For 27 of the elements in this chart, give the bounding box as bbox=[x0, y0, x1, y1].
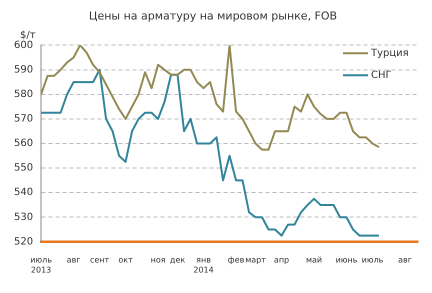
legend-label: Турция bbox=[370, 48, 409, 59]
y-tick-label: 520 bbox=[14, 236, 34, 248]
x-tick-label: окт bbox=[118, 256, 134, 265]
x-tick-label: май bbox=[306, 256, 322, 265]
y-tick-label: 530 bbox=[14, 212, 34, 223]
x-tick-label: янв 2014 bbox=[193, 256, 214, 274]
x-tick-label: дек bbox=[170, 256, 186, 265]
y-tick-label: 600 bbox=[14, 40, 34, 51]
y-axis-title: $/т bbox=[20, 30, 36, 41]
x-tick-label: июнь bbox=[336, 256, 358, 265]
x-tick-label: авг bbox=[398, 256, 412, 265]
x-tick-label: июль 2013 bbox=[30, 256, 52, 274]
x-tick-label: март bbox=[245, 256, 266, 265]
y-tick-label: 540 bbox=[14, 187, 34, 198]
x-tick-label: июль bbox=[362, 256, 384, 265]
y-tick-label: 560 bbox=[14, 138, 34, 150]
x-tick-label: апр bbox=[274, 256, 290, 265]
y-tick-label: 550 bbox=[14, 162, 34, 174]
y-tick-label: 580 bbox=[14, 88, 34, 100]
y-tick-label: 570 bbox=[14, 114, 34, 125]
x-tick-label: сент bbox=[90, 256, 110, 265]
x-tick-label: авг bbox=[66, 256, 80, 265]
legend-label: СНГ bbox=[371, 70, 392, 81]
x-tick-label: ноя bbox=[150, 256, 166, 265]
x-tick-label: фев bbox=[228, 256, 245, 265]
y-tick-label: 590 bbox=[14, 64, 34, 76]
chart-title: Цены на арматуру на мировом рынке, FOB bbox=[88, 9, 338, 22]
